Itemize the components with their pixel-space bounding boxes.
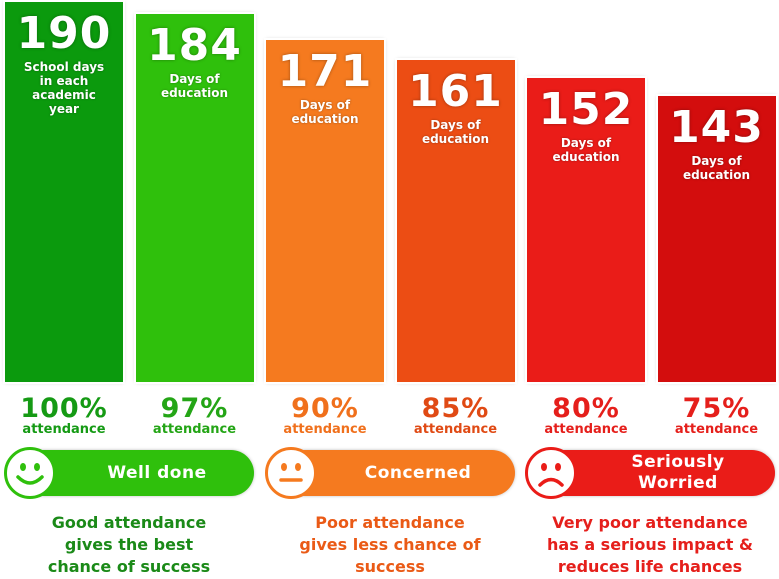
bar-value-label: 184 <box>147 20 242 71</box>
status-pill: Seriously Worried <box>535 450 775 496</box>
attendance-caption: attendance <box>283 422 367 437</box>
status-label: Well done <box>107 462 207 483</box>
bar-caption: School days in each academic year <box>23 60 105 116</box>
status-label: Concerned <box>364 462 472 483</box>
bar-caption: Days of education <box>291 98 359 126</box>
attendance-caption: attendance <box>544 422 628 437</box>
status-label: Seriously Worried <box>631 452 725 493</box>
bar: 161 Days of education <box>396 60 515 382</box>
bar: 190 School days in each academic year <box>5 2 123 382</box>
status-message: Poor attendance gives less chance of suc… <box>299 513 481 576</box>
bar-caption: Days of education <box>421 118 490 146</box>
bar-caption: Days of education <box>552 136 620 164</box>
status-message: Good attendance gives the best chance of… <box>47 513 211 576</box>
attendance-percent: 90% <box>291 393 359 424</box>
bar: 171 Days of education <box>266 40 384 382</box>
bar-caption: Days of education <box>160 72 229 100</box>
neutral-face-icon <box>265 447 317 499</box>
bar-caption: Days of education <box>682 154 751 182</box>
status-message: Very poor attendance has a serious impac… <box>547 513 753 576</box>
attendance-caption: attendance <box>22 422 106 437</box>
attendance-percent: 75% <box>682 393 751 424</box>
bar-value-label: 171 <box>277 46 373 97</box>
attendance-percent: 85% <box>421 393 490 424</box>
attendance-caption: attendance <box>413 422 498 437</box>
bar: 184 Days of education <box>135 14 254 382</box>
bar-value-label: 190 <box>16 8 112 59</box>
smiley-face-icon <box>4 447 56 499</box>
attendance-percent: 80% <box>552 393 620 424</box>
attendance-percent: 97% <box>160 393 229 424</box>
bar: 143 Days of education <box>657 96 776 382</box>
bar-value-label: 152 <box>538 84 634 135</box>
bar: 152 Days of education <box>527 78 645 382</box>
bar-value-label: 143 <box>669 102 764 153</box>
attendance-percent: 100% <box>20 393 108 424</box>
attendance-caption: attendance <box>674 422 759 437</box>
bar-value-label: 161 <box>408 66 503 117</box>
attendance-caption: attendance <box>152 422 237 437</box>
sad-face-icon <box>525 447 577 499</box>
